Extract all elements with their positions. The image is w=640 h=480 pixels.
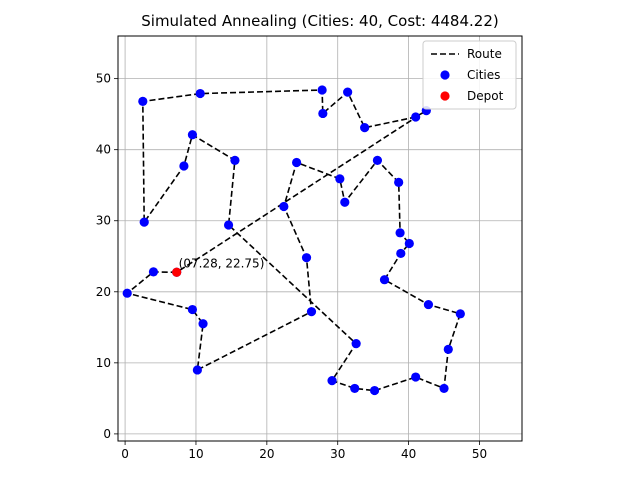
city-point xyxy=(317,85,327,95)
city-point xyxy=(335,174,345,184)
city-point xyxy=(223,220,234,230)
legend-label: Depot xyxy=(467,89,504,103)
x-tick-label: 40 xyxy=(401,447,416,461)
city-point xyxy=(396,248,406,259)
city-point xyxy=(187,130,198,140)
city-point xyxy=(455,309,465,319)
city-markers xyxy=(122,85,465,396)
city-point xyxy=(372,155,383,165)
depot-point xyxy=(172,267,182,277)
x-tick-label: 50 xyxy=(472,447,487,461)
x-tick-label: 10 xyxy=(188,447,203,461)
x-tick-label: 20 xyxy=(259,447,274,461)
city-point xyxy=(301,253,312,263)
legend: Route Cities Depot xyxy=(422,40,517,110)
axis-ticks: 0 10 20 30 40 50 0 10 20 30 40 50 xyxy=(96,72,487,461)
x-tick-label: 30 xyxy=(330,447,345,461)
city-point xyxy=(411,372,421,382)
legend-depot-swatch xyxy=(440,91,450,101)
city-point xyxy=(395,228,405,238)
city-point xyxy=(439,383,449,394)
y-tick-label: 10 xyxy=(96,356,111,370)
city-point xyxy=(230,155,240,165)
x-tick-label: 0 xyxy=(121,447,129,461)
city-point xyxy=(279,201,289,212)
city-point xyxy=(198,319,208,329)
legend-label: Route xyxy=(467,47,502,61)
city-point xyxy=(443,344,453,354)
city-point xyxy=(195,88,205,99)
depot-marker-group xyxy=(172,267,182,277)
city-point xyxy=(327,376,337,386)
axes-frame xyxy=(117,35,523,442)
city-point xyxy=(292,157,302,168)
city-point xyxy=(139,217,149,227)
city-point xyxy=(411,112,421,122)
legend-cities-swatch xyxy=(440,70,450,80)
city-point xyxy=(318,108,328,119)
city-point xyxy=(404,238,414,249)
city-point xyxy=(351,339,361,349)
y-tick-label: 20 xyxy=(96,285,111,299)
city-point xyxy=(369,385,380,396)
y-tick-label: 30 xyxy=(96,214,111,228)
city-point xyxy=(423,299,434,310)
y-tick-label: 40 xyxy=(96,143,111,157)
city-point xyxy=(306,307,317,317)
city-point xyxy=(394,177,404,187)
city-point xyxy=(192,365,202,375)
city-point xyxy=(187,304,198,315)
city-point xyxy=(360,123,370,133)
y-tick-label: 50 xyxy=(96,72,111,86)
city-point xyxy=(148,267,159,277)
city-point xyxy=(350,383,360,394)
city-point xyxy=(138,96,148,106)
city-point xyxy=(122,288,132,298)
city-point xyxy=(340,197,350,207)
depot-label: (07.28, 22.75) xyxy=(179,256,265,270)
legend-label: Cities xyxy=(467,68,500,82)
y-tick-label: 0 xyxy=(103,427,111,441)
city-point xyxy=(179,161,189,171)
city-point xyxy=(379,275,390,285)
chart-title: Simulated Annealing (Cities: 40, Cost: 4… xyxy=(141,12,498,30)
city-point xyxy=(343,87,353,97)
